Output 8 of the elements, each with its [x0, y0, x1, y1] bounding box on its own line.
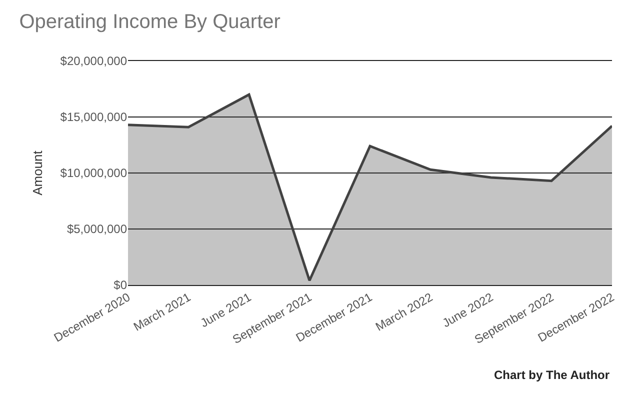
- y-tick-label: $0: [114, 278, 128, 292]
- chart-title: Operating Income By Quarter: [19, 10, 281, 33]
- y-tick-label: $20,000,000: [60, 54, 128, 68]
- y-tick-label: $15,000,000: [60, 110, 128, 124]
- y-axis-title: Amount: [30, 150, 46, 196]
- text: Chart by The Author: [494, 368, 610, 382]
- y-tick-label: $10,000,000: [60, 166, 128, 180]
- y-tick-label: $5,000,000: [66, 222, 128, 236]
